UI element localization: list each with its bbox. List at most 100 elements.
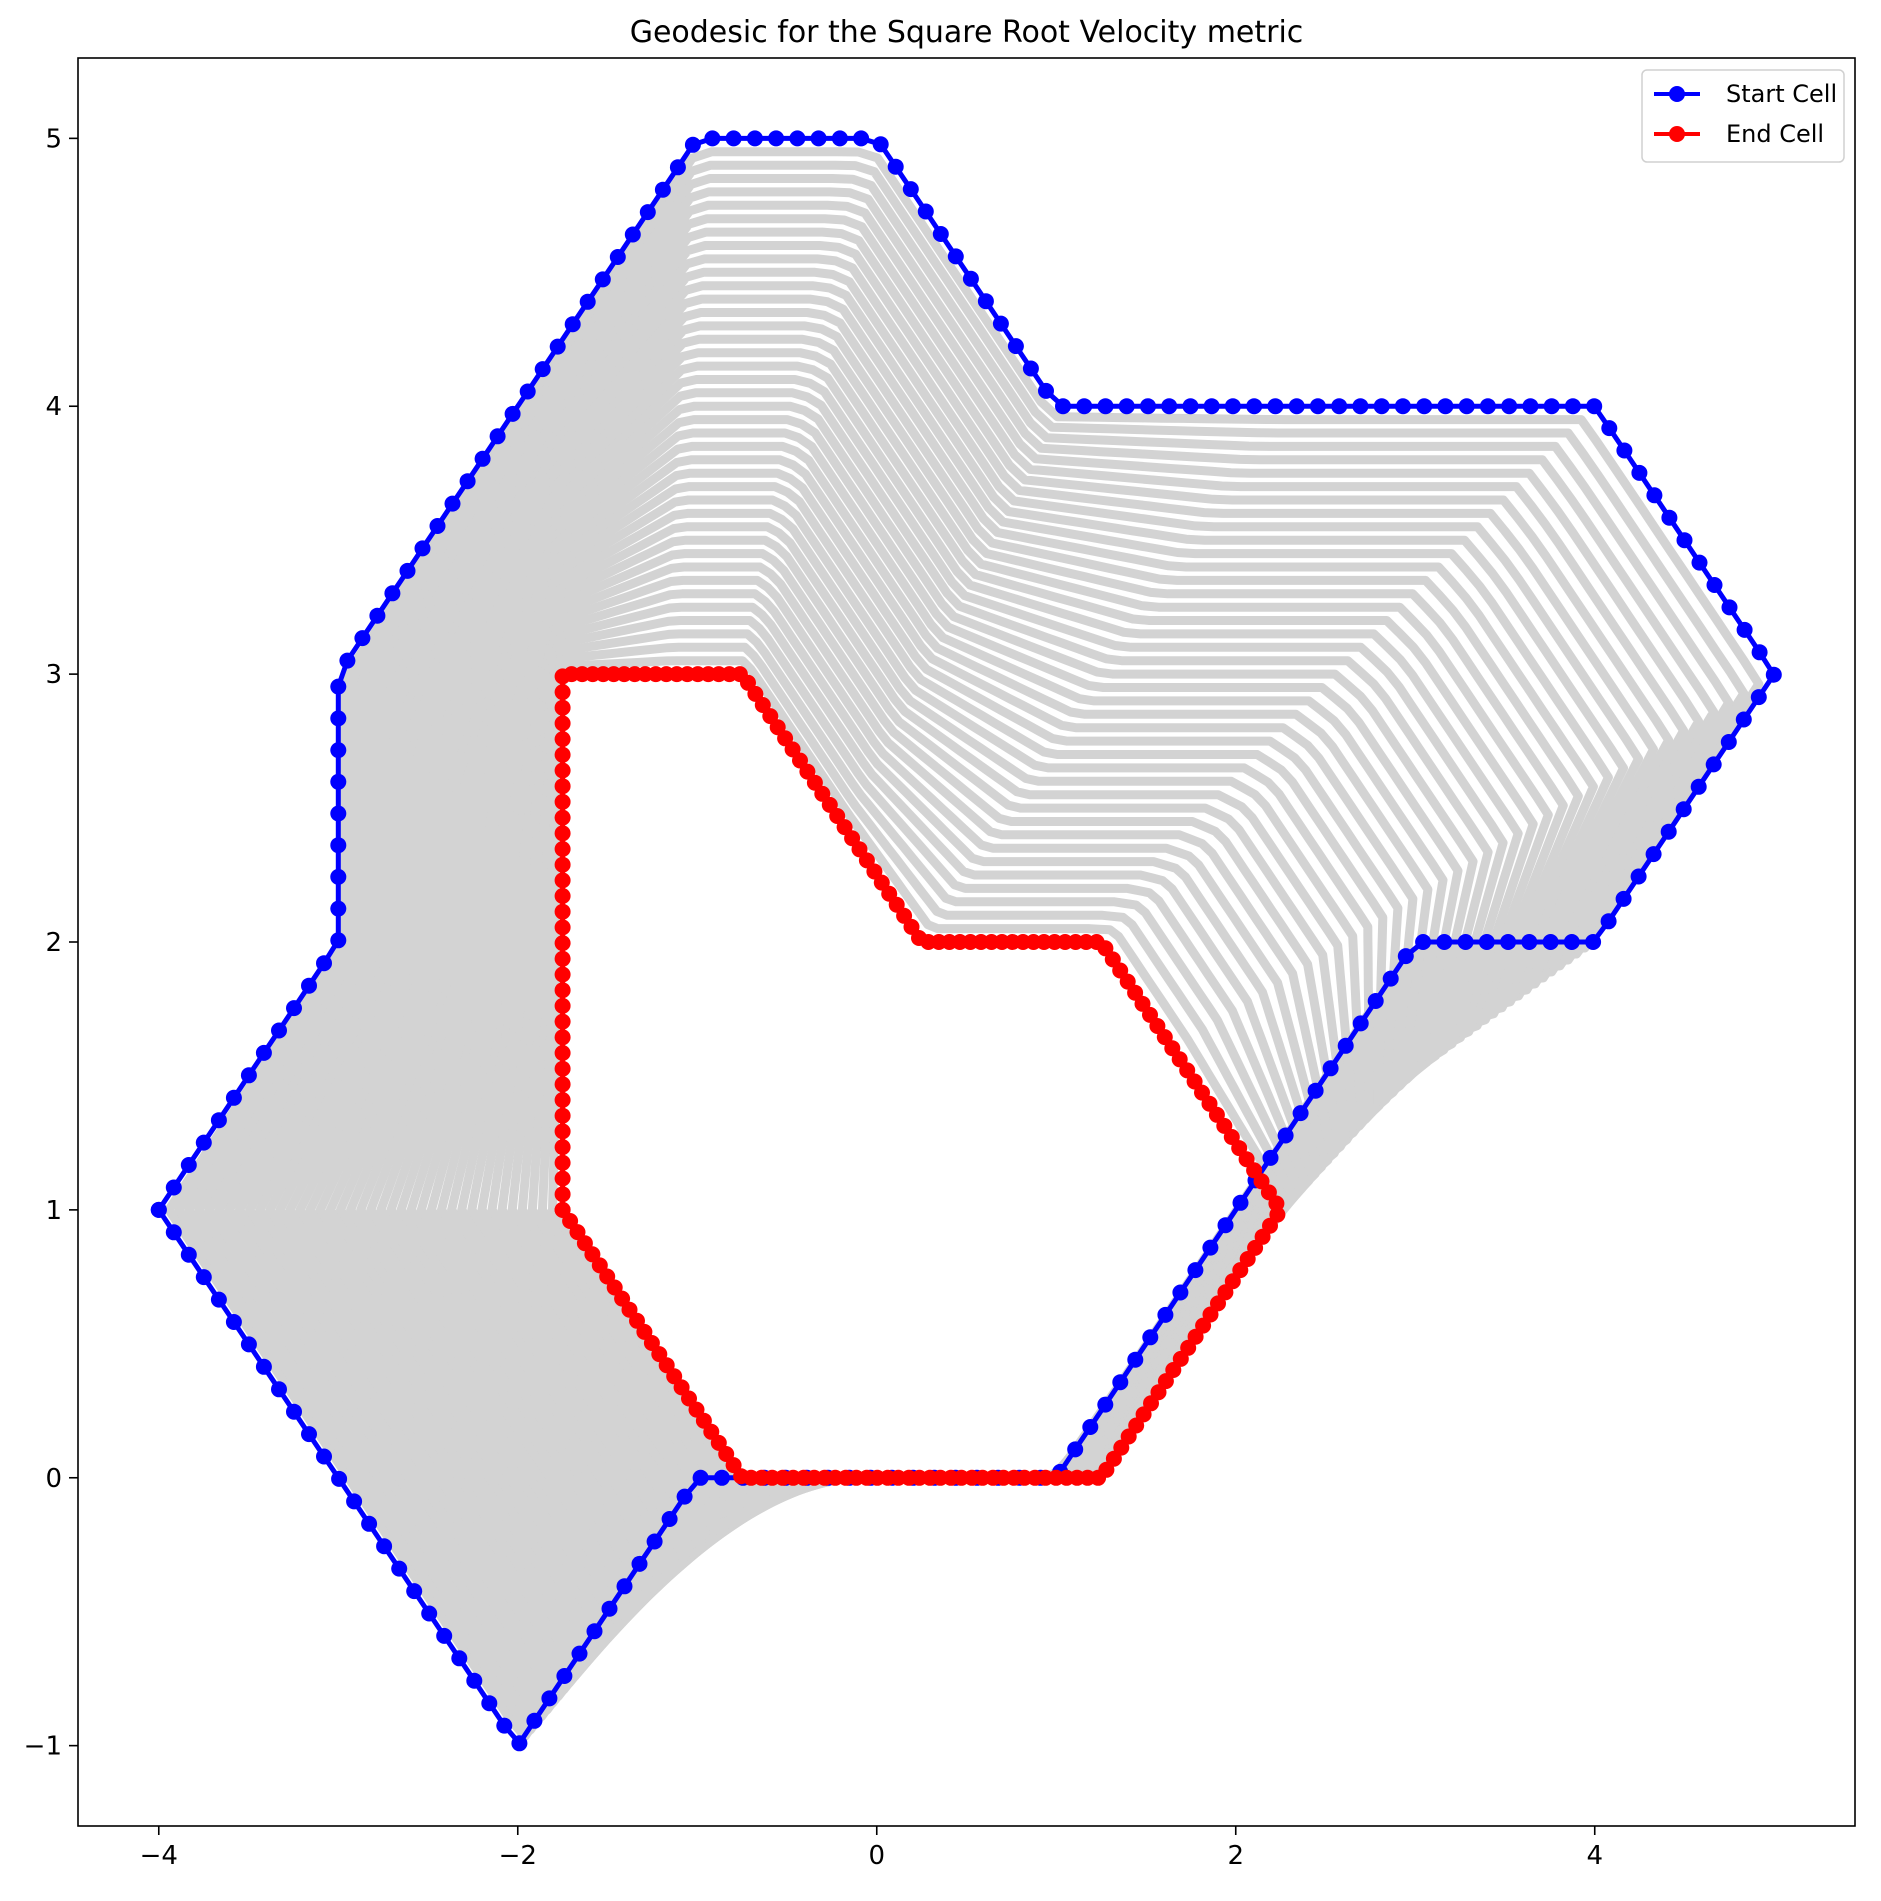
data-point	[639, 204, 656, 221]
data-point	[1564, 398, 1581, 415]
data-point	[616, 1578, 633, 1595]
data-point	[554, 825, 571, 842]
data-point	[1172, 1284, 1189, 1301]
data-point	[271, 1381, 287, 1398]
data-point	[1661, 509, 1678, 526]
data-point	[1267, 398, 1284, 415]
x-tick-label: 0	[868, 1841, 885, 1871]
data-point	[1038, 382, 1054, 399]
data-point	[180, 1246, 197, 1263]
data-point	[1202, 1239, 1219, 1256]
legend-marker	[1669, 126, 1685, 142]
data-point	[1097, 1396, 1114, 1413]
data-point	[330, 837, 347, 854]
data-point	[554, 1045, 571, 1061]
data-point	[564, 316, 581, 333]
data-point	[1112, 1374, 1129, 1391]
data-point	[554, 793, 571, 810]
data-point	[1352, 1015, 1369, 1032]
data-point	[330, 868, 347, 885]
data-point	[444, 495, 461, 512]
data-point	[1645, 846, 1662, 863]
data-point	[496, 1717, 513, 1734]
data-point	[225, 1314, 242, 1330]
data-point	[554, 935, 571, 952]
data-point	[1500, 934, 1517, 950]
data-point	[713, 1469, 730, 1486]
data-point	[391, 1560, 408, 1577]
data-point	[511, 1735, 528, 1752]
data-point	[853, 130, 870, 147]
data-point	[646, 1533, 663, 1550]
data-point	[554, 1107, 571, 1124]
data-point	[150, 1201, 167, 1218]
data-point	[255, 1358, 272, 1375]
data-point	[1750, 689, 1767, 706]
data-point	[992, 315, 1009, 332]
data-point	[1720, 734, 1737, 750]
data-point	[554, 1076, 571, 1093]
data-point	[1352, 398, 1369, 415]
data-point	[316, 1448, 332, 1465]
data-point	[1705, 756, 1722, 773]
data-point	[554, 1013, 571, 1030]
data-point	[549, 338, 566, 355]
data-point	[466, 1672, 483, 1689]
data-point	[354, 630, 371, 647]
data-point	[1615, 890, 1632, 907]
x-tick-label: 4	[1586, 1841, 1603, 1871]
data-point	[225, 1089, 242, 1106]
data-point	[195, 1134, 212, 1151]
data-point	[330, 742, 347, 759]
data-point	[1601, 420, 1618, 437]
data-point	[1660, 823, 1677, 840]
data-point	[609, 249, 626, 265]
data-point	[1246, 398, 1263, 415]
data-point	[571, 1645, 588, 1662]
data-point	[1007, 338, 1024, 355]
data-point	[556, 1668, 573, 1684]
data-point	[1055, 398, 1071, 415]
data-point	[406, 1583, 423, 1600]
data-point	[474, 450, 491, 467]
data-point	[902, 181, 919, 198]
data-point	[624, 226, 641, 243]
data-point	[519, 383, 536, 400]
data-point	[554, 746, 571, 763]
data-point	[887, 158, 904, 175]
data-point	[330, 805, 347, 822]
data-point	[1067, 1441, 1084, 1458]
data-point	[1203, 398, 1220, 415]
data-point	[1288, 398, 1305, 415]
series-layer	[150, 130, 1782, 1752]
data-point	[676, 1488, 693, 1505]
data-point	[554, 1154, 571, 1171]
data-point	[1187, 1262, 1204, 1279]
data-point	[316, 955, 332, 972]
data-point	[369, 607, 386, 624]
data-point	[554, 997, 571, 1014]
data-point	[331, 1470, 348, 1487]
data-point	[1600, 913, 1617, 930]
data-point	[1337, 1037, 1354, 1054]
data-point	[1563, 934, 1580, 950]
data-point	[704, 130, 721, 147]
data-point	[1161, 398, 1178, 415]
data-point	[1232, 1194, 1249, 1211]
data-point	[768, 130, 785, 147]
data-point	[746, 130, 763, 147]
data-point	[1522, 398, 1539, 415]
data-point	[661, 1511, 678, 1527]
data-point	[1373, 398, 1390, 415]
data-point	[451, 1650, 468, 1667]
data-point	[1676, 532, 1693, 549]
data-point	[554, 903, 571, 920]
data-point	[554, 950, 571, 967]
data-point	[1721, 599, 1738, 616]
data-point	[1382, 970, 1399, 987]
data-point	[1367, 993, 1384, 1009]
data-point	[180, 1157, 197, 1173]
data-point	[1436, 934, 1453, 950]
data-point	[554, 1060, 571, 1077]
